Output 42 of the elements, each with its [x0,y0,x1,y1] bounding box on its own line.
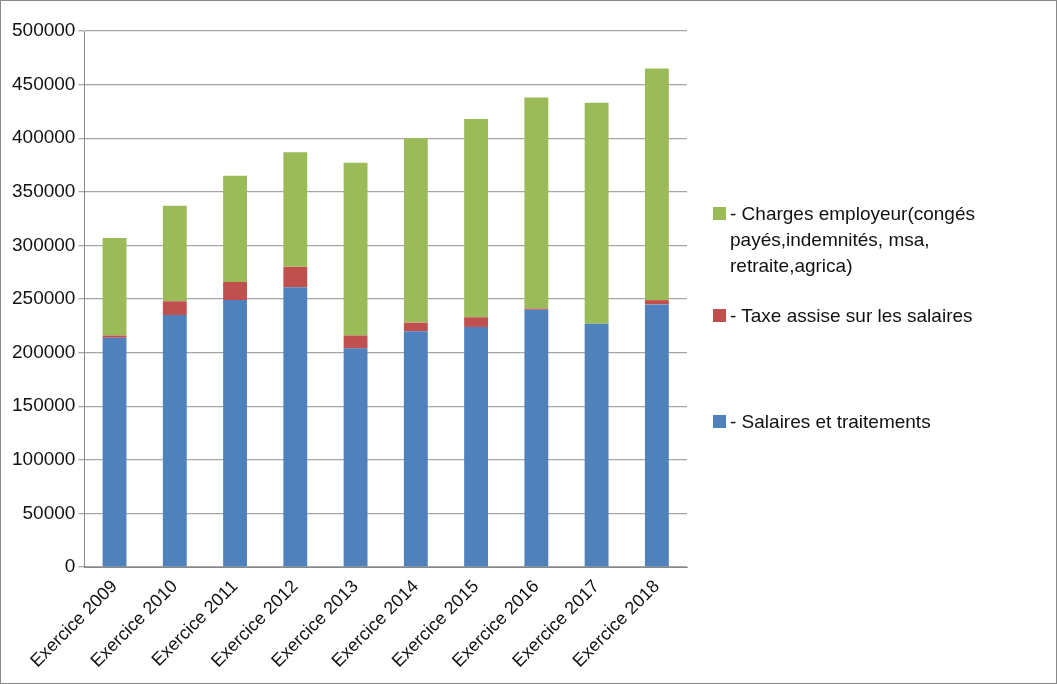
bar [162,205,187,302]
legend-label: - Taxe assise sur les salaires [730,304,973,328]
y-tick-label: 0 [64,555,76,577]
bar [644,304,669,567]
bar [283,266,308,288]
bar [403,322,428,332]
bar [644,300,669,305]
y-tick-label: 150000 [12,394,76,416]
bar [223,175,247,282]
bar [584,102,609,324]
bar [644,68,669,301]
y-tick-label: 50000 [22,501,76,523]
legend-label: - Salaires et traitements [730,410,931,434]
bar [464,326,489,567]
y-tick-label: 400000 [12,126,76,148]
bar [343,348,368,567]
y-tick-label: 500000 [12,19,76,41]
y-tick-label: 350000 [12,180,76,202]
bar [524,309,549,567]
bar [464,317,489,327]
bar [283,152,308,267]
bar [102,335,127,338]
bar [283,287,308,567]
bar [223,300,247,567]
y-tick-label: 100000 [12,448,76,470]
bar [403,331,428,567]
legend-label: - Charges employeur(congés payés,indemnités, msa, retraite,agrica) [730,202,976,278]
bar [524,97,549,309]
bar [162,315,187,567]
bar [343,162,368,336]
y-tick-label: 300000 [12,233,76,255]
y-tick-label: 450000 [12,72,76,94]
y-tick-label: 200000 [12,340,76,362]
bar [162,301,187,316]
bar [102,237,127,336]
y-tick-label: 250000 [12,287,76,309]
bar [223,281,247,301]
bar [403,138,428,323]
bar [343,335,368,349]
bar [464,118,489,318]
bar [102,337,127,567]
bar [584,323,609,567]
